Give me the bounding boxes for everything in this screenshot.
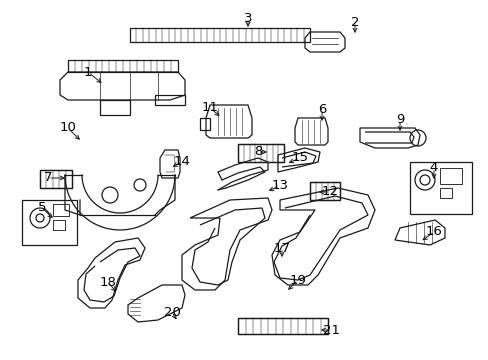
Bar [238,318,327,334]
Text: 20: 20 [163,306,180,319]
Bar [238,318,327,334]
Bar [68,60,178,72]
Text: 6: 6 [317,104,325,117]
Text: 11: 11 [201,102,218,114]
Text: 5: 5 [38,202,46,215]
Bar [439,188,451,198]
Bar [238,144,284,162]
Bar [40,170,72,188]
Text: 10: 10 [60,121,76,135]
Text: 16: 16 [425,225,442,238]
Text: 21: 21 [323,324,340,337]
Text: 12: 12 [321,185,338,198]
Bar [53,220,65,230]
Text: 17: 17 [273,242,290,255]
Text: 8: 8 [253,145,262,158]
Text: 19: 19 [289,274,306,287]
Bar [130,28,309,42]
Bar [238,144,284,162]
Bar [439,168,461,184]
Text: 9: 9 [395,113,404,126]
Text: 4: 4 [429,162,437,175]
Bar [309,182,339,200]
Text: 18: 18 [100,275,116,288]
Text: 2: 2 [350,15,359,28]
Text: 15: 15 [291,152,308,165]
Bar [309,182,339,200]
Text: 14: 14 [173,156,190,168]
Bar [22,200,77,245]
Bar [53,204,69,216]
Bar [40,170,72,188]
Bar [409,162,471,214]
Text: 13: 13 [271,180,288,193]
Text: 7: 7 [43,171,52,184]
Text: 3: 3 [243,12,252,24]
Text: 1: 1 [83,66,92,78]
